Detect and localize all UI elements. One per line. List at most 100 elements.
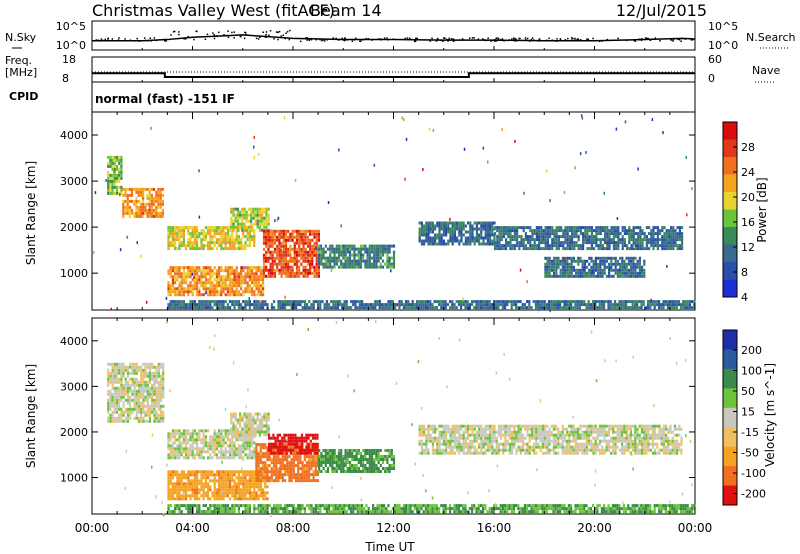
range-cell [235,287,238,291]
sky-noise-point [347,39,349,41]
range-cell [453,227,456,231]
range-cell [350,306,353,310]
range-cell [447,221,450,225]
range-cell [256,213,259,217]
range-cell [220,429,223,433]
range-cell [581,259,584,263]
range-cell [362,253,365,257]
range-cell [581,271,584,275]
range-cell [431,230,434,234]
range-cell [581,262,584,266]
range-cell [200,494,203,498]
range-cell [226,429,229,433]
range-cell [311,250,314,254]
range-cell [674,229,677,233]
range-cell [122,202,125,206]
range-cell [429,224,432,228]
range-cell [484,233,487,237]
range-cell [159,392,163,396]
range-cell [218,491,221,495]
range-cell [140,371,143,375]
range-cell [627,256,630,260]
range-cell [180,470,183,474]
range-cell [182,494,185,498]
range-cell [262,479,265,483]
range-cell [182,238,185,242]
range-cell [354,303,357,307]
range-cell [240,287,243,291]
range-cell [111,398,114,402]
range-cell [176,444,179,448]
range-cell [540,235,543,239]
sky-noise-point [244,31,246,34]
range-cell [207,278,210,282]
range-cell [131,371,134,375]
range-cell [113,362,116,366]
range-cell [513,229,516,233]
range-cell [278,244,281,248]
range-cell [623,262,626,266]
range-cell [468,306,471,310]
range-cell [144,404,147,408]
range-cell [118,362,121,366]
cpid-label: CPID [9,90,38,103]
range-cell [244,494,247,498]
range-cell [559,306,562,310]
range-cell [387,306,390,310]
range-cell [229,266,232,270]
range-cell [482,239,485,243]
range-cell [306,274,310,278]
range-cell [261,210,264,214]
range-cell [213,284,216,288]
range-cell [370,244,374,248]
range-cell [386,244,389,248]
range-cell [140,401,143,405]
range-cell [451,230,454,234]
range-cell [282,265,285,269]
range-cell [176,272,179,276]
range-cell [636,262,639,266]
range-cell [218,281,221,285]
range-cell [300,250,303,254]
range-cell [253,136,255,139]
range-cell [253,145,255,149]
range-cell [185,275,188,279]
range-cell [623,271,626,275]
range-cell [471,230,474,234]
range-cell [369,306,372,310]
range-cell [608,247,611,251]
range-cell [204,438,207,442]
range-cell [250,219,253,223]
range-cell [269,253,272,257]
range-cell [640,303,643,307]
range-cell [140,377,143,381]
range-cell [111,386,114,390]
range-cell [597,229,600,233]
range-cell [246,269,249,273]
range-cell [333,247,336,251]
range-cell [271,238,274,242]
range-cell [392,265,396,269]
range-cell [263,225,266,229]
range-cell [496,244,499,248]
range-cell [240,488,243,492]
range-cell [486,221,489,225]
range-cell [239,216,242,220]
range-cell [191,435,194,439]
range-cell [566,241,569,245]
range-cell [589,306,592,310]
range-cell [506,300,509,304]
range-cell [237,473,240,477]
range-cell [213,497,216,501]
range-cell [262,253,266,257]
sky-noise-point [265,31,268,33]
range-cell [148,202,151,206]
range-cell [215,488,218,492]
range-cell [603,306,606,310]
range-cell [497,306,500,310]
range-cell [207,488,210,492]
range-cell [453,306,456,310]
sky-noise-point [159,38,161,41]
range-cell [113,191,116,195]
range-cell [191,241,194,245]
